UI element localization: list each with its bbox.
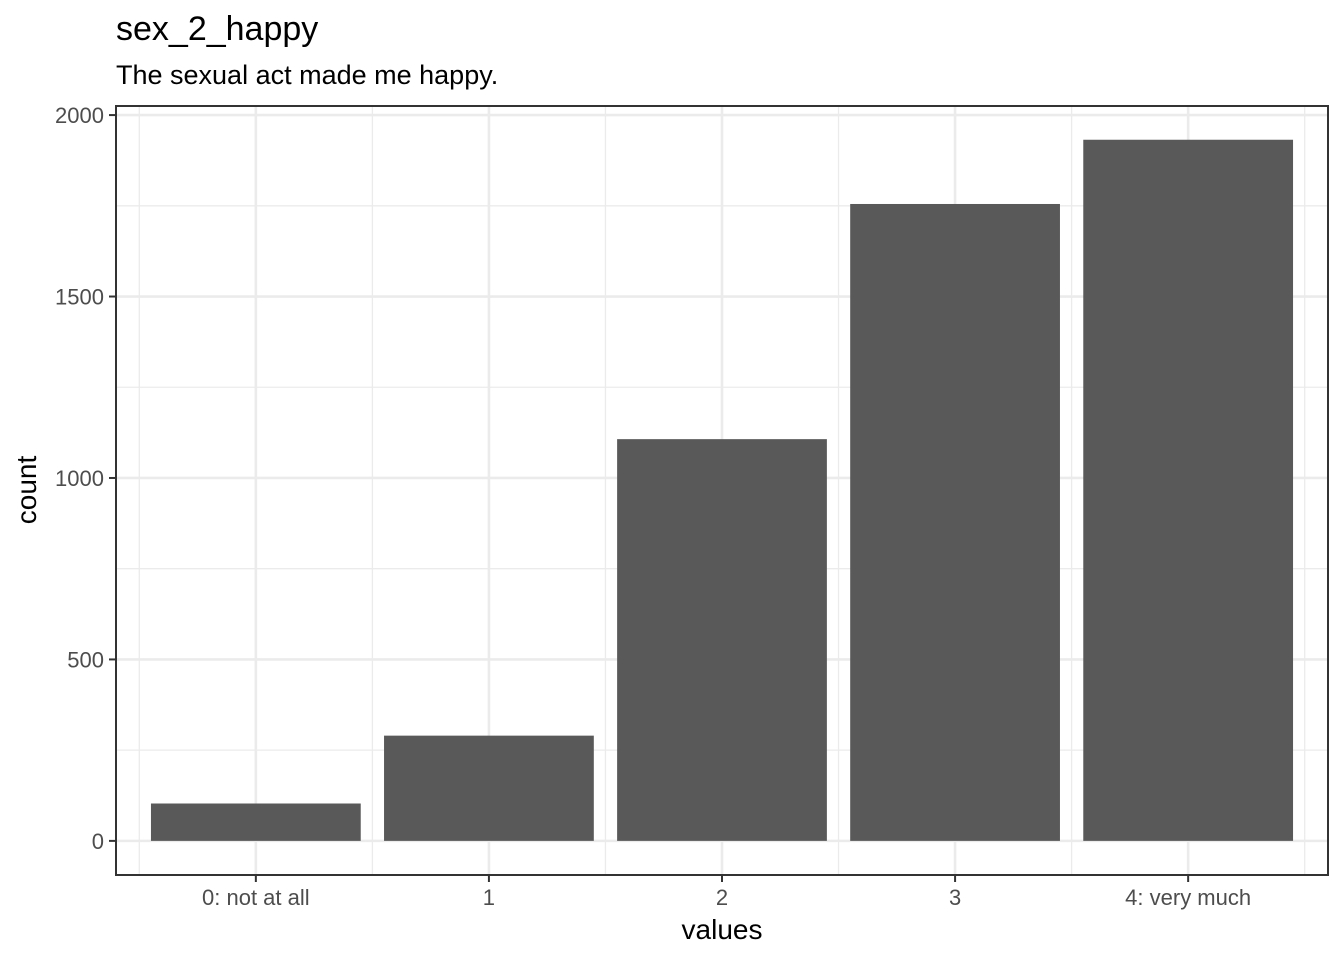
y-tick-label: 2000 bbox=[55, 103, 104, 128]
x-tick-label: 3 bbox=[949, 885, 961, 910]
x-tick-label: 4: very much bbox=[1125, 885, 1251, 910]
y-axis-title: count bbox=[11, 456, 42, 525]
y-tick-label: 0 bbox=[92, 829, 104, 854]
bar-0 bbox=[150, 803, 361, 841]
bar-4 bbox=[1083, 139, 1294, 841]
x-tick-label: 1 bbox=[483, 885, 495, 910]
x-axis-title: values bbox=[682, 914, 763, 945]
bar-2 bbox=[617, 439, 827, 841]
x-axis: 0: not at all 1 2 3 4: very much bbox=[202, 875, 1251, 910]
x-tick-label: 0: not at all bbox=[202, 885, 310, 910]
chart-title: sex_2_happy bbox=[116, 10, 318, 48]
y-tick-label: 500 bbox=[67, 647, 104, 672]
y-tick-label: 1500 bbox=[55, 285, 104, 310]
x-tick-label: 2 bbox=[716, 885, 728, 910]
chart-subtitle: The sexual act made me happy. bbox=[116, 60, 498, 90]
bars bbox=[150, 139, 1294, 841]
y-axis: 0 500 1000 1500 2000 bbox=[55, 103, 116, 854]
bar-1 bbox=[384, 735, 594, 841]
y-tick-label: 1000 bbox=[55, 466, 104, 491]
bar-3 bbox=[850, 203, 1060, 841]
